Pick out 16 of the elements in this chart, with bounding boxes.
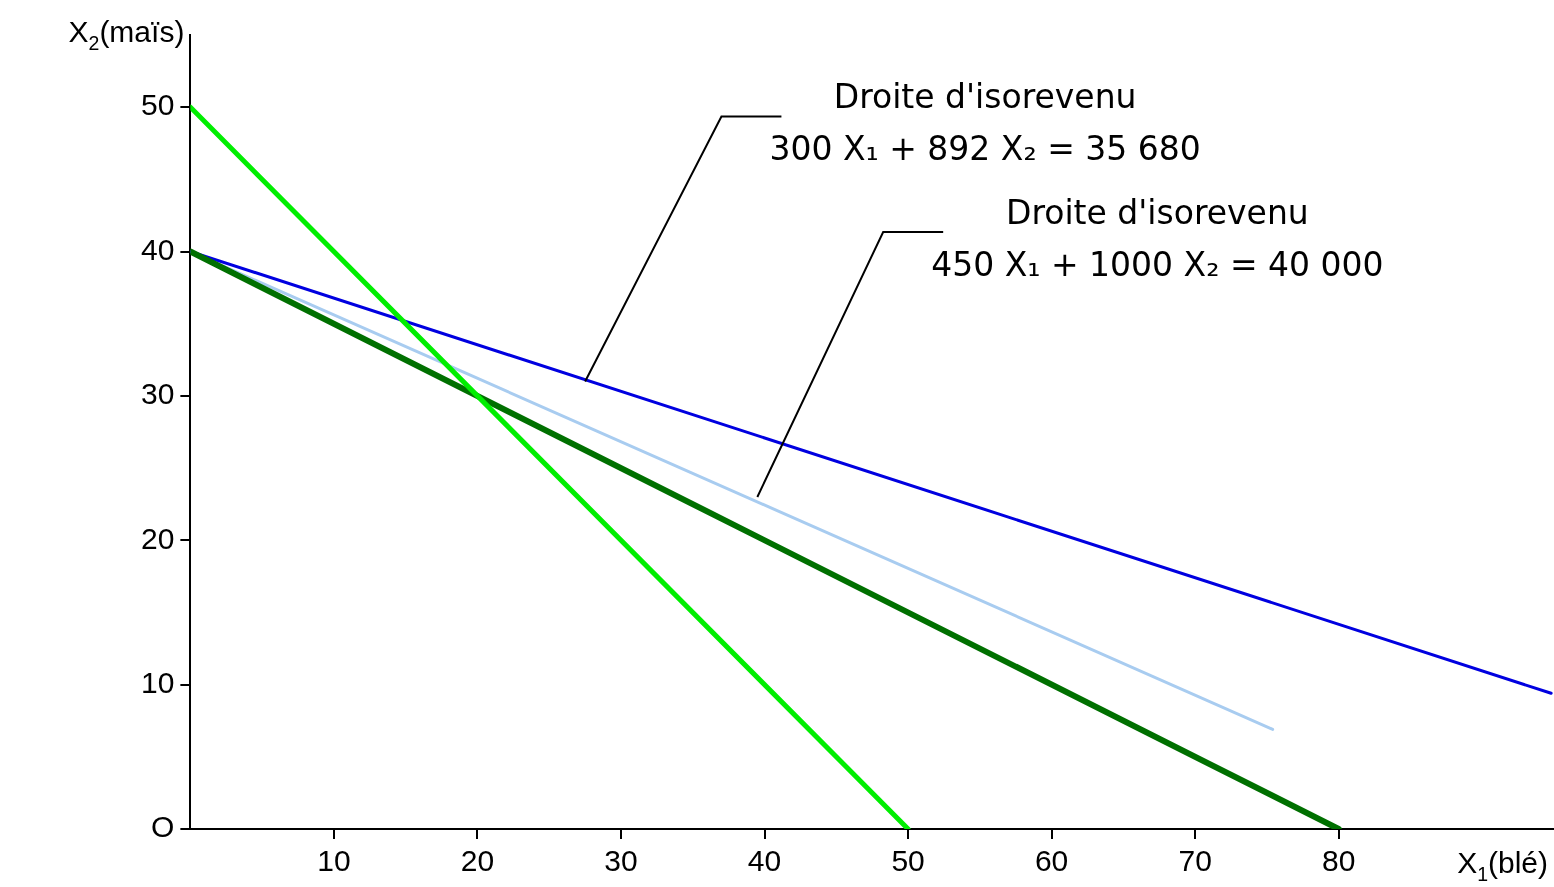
x-tick-label: 80	[1322, 844, 1356, 878]
y-tick-label: O	[151, 810, 175, 844]
x-tick-label: 50	[891, 844, 925, 878]
y-tick-label: 20	[140, 521, 175, 555]
x-tick-label: 40	[747, 844, 782, 878]
x-tick-label: 20	[460, 844, 495, 878]
y-tick-label: 30	[140, 377, 175, 411]
y-tick-label: 10	[140, 665, 175, 699]
x-tick-label: 60	[1034, 844, 1069, 878]
x-tick-label: 70	[1178, 844, 1212, 878]
y-tick-label: 40	[140, 232, 175, 266]
x-tick-label: 30	[604, 844, 638, 878]
y-tick-label: 50	[140, 88, 175, 122]
x-tick-label: 10	[317, 844, 351, 878]
annotation: Droite d'isorevenu 450 X₁ + 1000 X₂ = 40 000	[931, 192, 1384, 284]
annotation: Droite d'isorevenu 300 X₁ + 892 X₂ = 35 680	[769, 77, 1201, 169]
